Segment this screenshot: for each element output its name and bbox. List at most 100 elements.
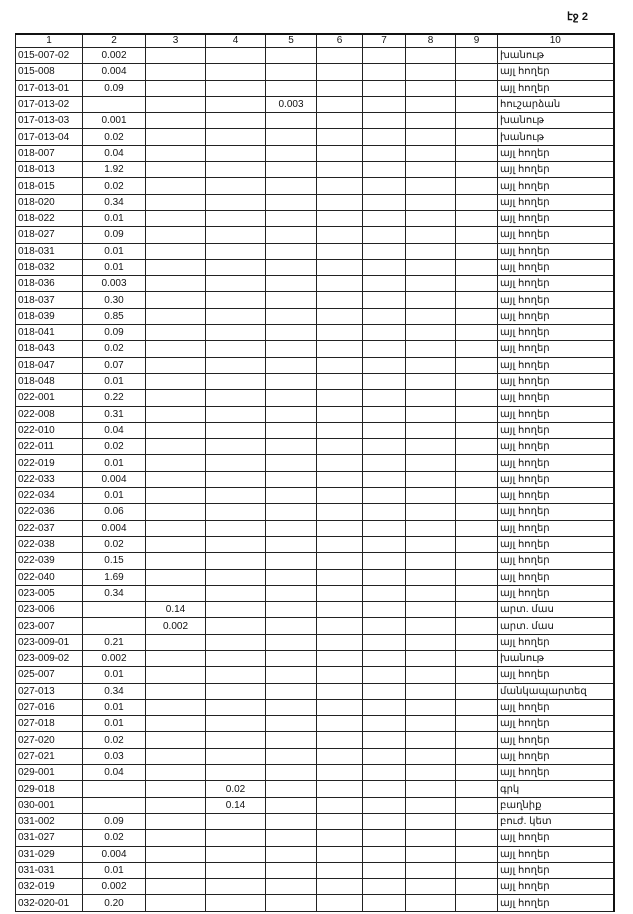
parcel-code-cell: 027-020 <box>15 731 83 749</box>
land-use-cell: այլ հողեր <box>497 438 615 456</box>
column-header-9: 9 <box>455 33 498 48</box>
area-cell-col-2: 0.21 <box>82 633 146 651</box>
page-number: էջ 2 <box>567 11 588 23</box>
area-cell-col-5 <box>265 438 317 456</box>
land-use-cell: այլ հողեր <box>497 144 615 163</box>
parcel-code-cell: 031-031 <box>15 861 83 880</box>
area-cell-col-8 <box>405 584 456 603</box>
area-cell-col-7 <box>362 112 406 130</box>
area-cell-col-8 <box>405 780 456 798</box>
table-row: 018-027 0.09 այլ հողեր <box>15 226 615 244</box>
area-cell-col-3 <box>145 829 206 847</box>
area-cell-col-6 <box>316 193 363 211</box>
land-use-cell: այլ հողեր <box>497 698 615 717</box>
area-cell-col-9 <box>455 568 498 586</box>
area-cell-col-9 <box>455 796 498 814</box>
area-cell-col-3 <box>145 438 206 456</box>
area-cell-col-3 <box>145 454 206 472</box>
area-cell-col-9 <box>455 144 498 163</box>
land-use-cell: այլ հողեր <box>497 405 615 423</box>
area-cell-col-7 <box>362 470 406 489</box>
area-cell-col-2: 0.01 <box>82 454 146 472</box>
area-cell-col-4 <box>205 389 266 407</box>
area-cell-col-2: 0.02 <box>82 177 146 195</box>
area-cell-col-8 <box>405 535 456 554</box>
area-cell-col-5 <box>265 878 317 896</box>
area-cell-col-3 <box>145 568 206 586</box>
area-cell-col-2: 0.30 <box>82 291 146 309</box>
area-cell-col-8 <box>405 95 456 114</box>
column-header-5: 5 <box>265 33 317 48</box>
area-cell-col-6 <box>316 161 363 179</box>
area-cell-col-6 <box>316 861 363 880</box>
land-use-cell: այլ հողեր <box>497 79 615 97</box>
area-cell-col-7 <box>362 209 406 228</box>
table-row: 032-020-01 0.20 այլ հողեր <box>15 894 615 912</box>
table-row: 032-019 0.002 այլ հողեր <box>15 878 615 896</box>
area-cell-col-2: 0.002 <box>82 46 146 65</box>
area-cell-col-4 <box>205 226 266 244</box>
parcel-code-cell: 018-027 <box>15 226 83 244</box>
area-cell-col-2: 0.02 <box>82 535 146 554</box>
area-cell-col-5 <box>265 715 317 733</box>
table-row: 015-008 0.004 այլ հողեր <box>15 63 615 81</box>
area-cell-col-5 <box>265 747 317 766</box>
table-row: 022-010 0.04 այլ հողեր <box>15 421 615 440</box>
area-cell-col-3 <box>145 878 206 896</box>
area-cell-col-6 <box>316 666 363 684</box>
table-row: 031-031 0.01 այլ հողեր <box>15 861 615 880</box>
table-row: 017-013-01 0.09 այլ հողեր <box>15 79 615 97</box>
area-cell-col-3 <box>145 633 206 651</box>
area-cell-col-9 <box>455 177 498 195</box>
area-cell-col-3 <box>145 535 206 554</box>
area-cell-col-7 <box>362 894 406 912</box>
area-cell-col-4 <box>205 242 266 260</box>
parcel-code-cell: 022-011 <box>15 438 83 456</box>
area-cell-col-5 <box>265 812 317 831</box>
area-cell-col-3 <box>145 421 206 440</box>
table-row: 025-007 0.01 այլ հողեր <box>15 666 615 684</box>
area-cell-col-5 <box>265 356 317 374</box>
area-cell-col-2 <box>82 780 146 798</box>
area-cell-col-3 <box>145 389 206 407</box>
area-cell-col-2 <box>82 617 146 635</box>
area-cell-col-6 <box>316 747 363 766</box>
area-cell-col-2: 0.34 <box>82 193 146 211</box>
land-use-cell: այլ հողեր <box>497 747 615 766</box>
area-cell-col-8 <box>405 209 456 228</box>
table-row: 018-037 0.30 այլ հողեր <box>15 291 615 309</box>
area-cell-col-6 <box>316 112 363 130</box>
area-cell-col-3 <box>145 112 206 130</box>
area-cell-col-4 <box>205 584 266 603</box>
area-cell-col-4: 0.02 <box>205 780 266 798</box>
parcel-code-cell: 029-001 <box>15 764 83 782</box>
area-cell-col-8 <box>405 649 456 668</box>
land-use-cell: այլ հողեր <box>497 324 615 342</box>
area-cell-col-6 <box>316 503 363 521</box>
area-cell-col-3 <box>145 682 206 700</box>
table-row: 023-009-01 0.21 այլ հողեր <box>15 633 615 651</box>
area-cell-col-4 <box>205 649 266 668</box>
parcel-code-cell: 018-007 <box>15 144 83 163</box>
area-cell-col-5 <box>265 258 317 277</box>
area-cell-col-2: 0.01 <box>82 242 146 260</box>
area-cell-col-4 <box>205 209 266 228</box>
parcel-code-cell: 022-033 <box>15 470 83 489</box>
area-cell-col-6 <box>316 487 363 505</box>
area-cell-col-9 <box>455 503 498 521</box>
table-row: 027-013 0.34 մանկապարտեզ <box>15 682 615 700</box>
table-row: 031-002 0.09 բուժ. կետ <box>15 812 615 831</box>
area-cell-col-4 <box>205 666 266 684</box>
parcel-code-cell: 018-022 <box>15 209 83 228</box>
area-cell-col-2: 0.01 <box>82 209 146 228</box>
area-cell-col-7 <box>362 535 406 554</box>
area-cell-col-9 <box>455 46 498 65</box>
area-cell-col-2: 0.04 <box>82 144 146 163</box>
area-cell-col-2: 0.01 <box>82 861 146 880</box>
area-cell-col-9 <box>455 372 498 391</box>
land-use-cell: խանութ <box>497 128 615 146</box>
area-cell-col-3 <box>145 193 206 211</box>
area-cell-col-9 <box>455 454 498 472</box>
area-cell-col-9 <box>455 584 498 603</box>
area-cell-col-5 <box>265 324 317 342</box>
